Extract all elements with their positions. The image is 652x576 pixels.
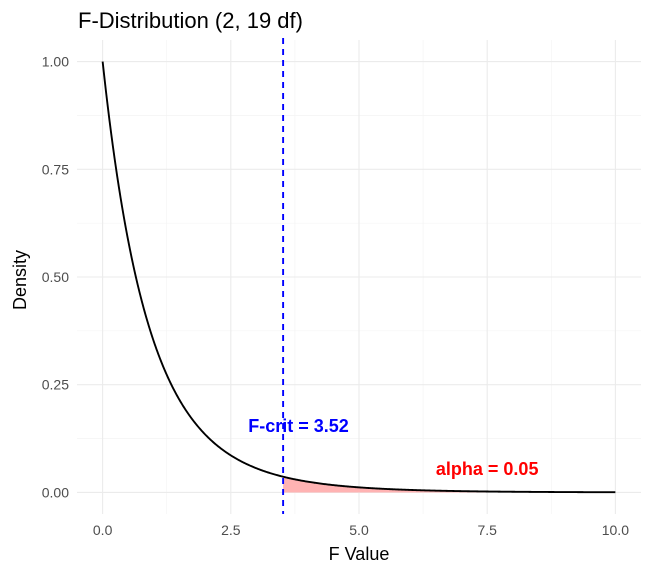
critical-value-label: F-crit = 3.52 — [248, 416, 349, 436]
chart-title: F-Distribution (2, 19 df) — [78, 8, 303, 33]
grid — [77, 40, 641, 514]
x-tick-label: 10.0 — [602, 522, 629, 538]
y-axis-title: Density — [10, 250, 30, 310]
x-tick-label: 5.0 — [349, 522, 369, 538]
x-tick-label: 2.5 — [221, 522, 241, 538]
alpha-label: alpha = 0.05 — [436, 459, 539, 479]
x-axis-title: F Value — [329, 544, 390, 564]
x-tick-label: 7.5 — [477, 522, 497, 538]
x-tick-label: 0.0 — [93, 522, 113, 538]
plot-area: F-crit = 3.52 alpha = 0.05 — [101, 38, 616, 514]
y-tick-label: 0.75 — [42, 161, 69, 177]
y-tick-label: 1.00 — [42, 54, 69, 70]
density-curve — [101, 61, 616, 494]
tick-labels: 0.0 2.5 5.0 7.5 10.0 0.00 0.25 0.50 0.75 1.00 — [42, 54, 629, 538]
y-tick-label: 0.50 — [42, 269, 69, 285]
y-tick-label: 0.25 — [42, 377, 69, 393]
y-tick-label: 0.00 — [42, 484, 69, 500]
